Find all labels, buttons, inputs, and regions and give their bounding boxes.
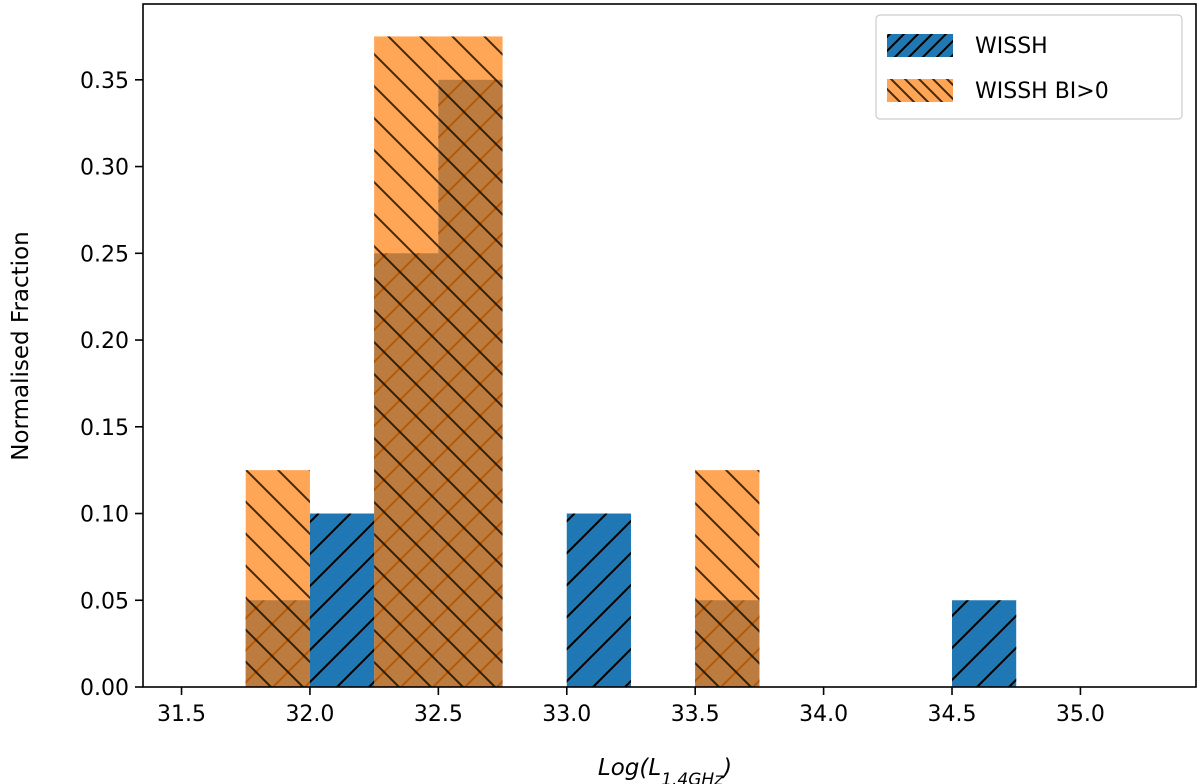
bar-wissh-32-hatch xyxy=(309,513,375,687)
bar-wissh-34_5-hatch xyxy=(952,600,1017,687)
x-axis: 31.5 32.0 32.5 33.0 33.5 34.0 34.5 35.0 xyxy=(157,687,1105,727)
y-tick-label: 0.35 xyxy=(80,69,129,94)
y-tick-label: 0.00 xyxy=(80,676,129,701)
y-tick-label: 0.30 xyxy=(80,156,129,181)
y-tick-label: 0.10 xyxy=(80,503,129,528)
y-tick-label: 0.05 xyxy=(80,589,129,614)
x-tick-label: 34.0 xyxy=(799,702,848,727)
bar-wissh-bi-0-32_25-hatch xyxy=(374,36,439,687)
x-axis-label: Log(L1.4GHz) xyxy=(598,755,732,784)
bar-wissh-bi-0-32_5-hatch xyxy=(438,36,503,687)
y-axis-label: Normalised Fraction xyxy=(8,231,34,460)
legend-hatch-wissh xyxy=(887,34,953,57)
y-tick-label: 0.25 xyxy=(80,242,129,267)
y-tick-label: 0.15 xyxy=(80,416,129,441)
bars-wissh xyxy=(245,79,1017,688)
y-tick-label: 0.20 xyxy=(80,329,129,354)
legend-label-wissh: WISSH xyxy=(975,34,1048,59)
x-tick-label: 32.5 xyxy=(414,702,463,727)
x-tick-label: 35.0 xyxy=(1056,702,1105,727)
bar-wissh-bi-0-33_5-hatch xyxy=(695,470,760,687)
x-tick-label: 31.5 xyxy=(157,702,206,727)
x-tick-label: 34.5 xyxy=(928,702,977,727)
legend: WISSH WISSH BI>0 xyxy=(875,14,1183,120)
bars-wissh-bi xyxy=(245,36,760,687)
y-axis: 0.00 0.05 0.10 0.15 0.20 0.25 0.30 0.35 xyxy=(80,69,143,701)
x-tick-label: 32.0 xyxy=(285,702,334,727)
x-tick-label: 33.5 xyxy=(671,702,720,727)
plot-frame xyxy=(142,3,1197,688)
bar-wissh-33-hatch xyxy=(566,513,631,687)
x-tick-label: 33.0 xyxy=(542,702,591,727)
legend-label-wissh-bi: WISSH BI>0 xyxy=(975,79,1109,104)
legend-hatch-wissh-bi xyxy=(887,79,953,102)
bar-wissh-bi-0-31_75-hatch xyxy=(245,470,310,687)
